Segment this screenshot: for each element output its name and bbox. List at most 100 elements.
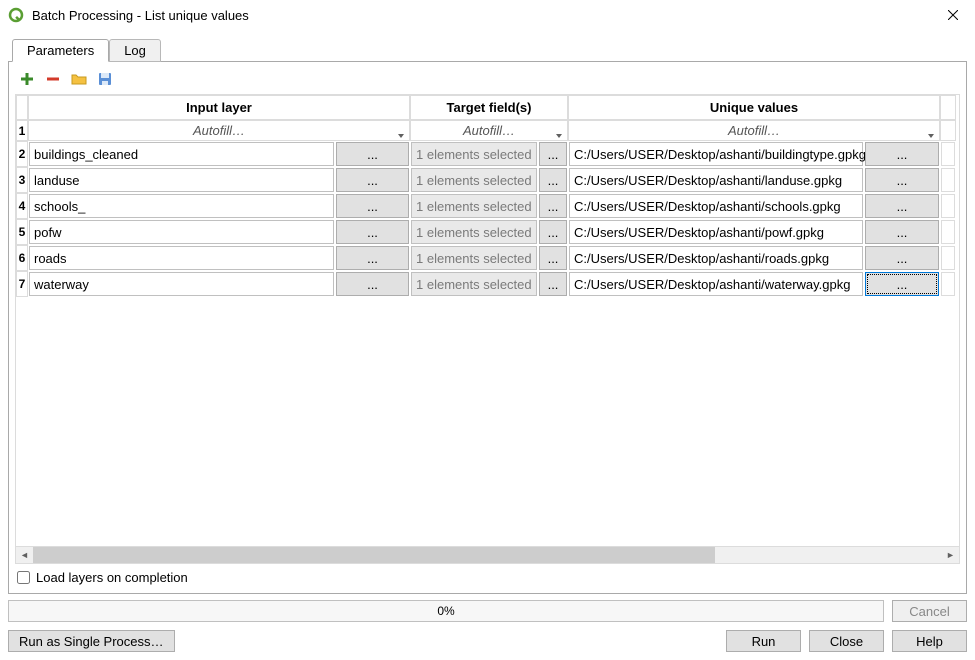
target-fields-cell: 1 elements selected — [411, 194, 537, 218]
row-end — [941, 272, 955, 296]
target-fields-cell: 1 elements selected — [411, 220, 537, 244]
unique-values-browse-button[interactable]: ... — [865, 220, 939, 244]
target-fields-browse-button[interactable]: ... — [539, 272, 567, 296]
tab-parameters[interactable]: Parameters — [12, 39, 109, 62]
load-layers-row: Load layers on completion — [15, 564, 960, 587]
bottom-area: 0% Cancel Run as Single Process… Run Clo… — [8, 594, 967, 652]
row-end — [941, 220, 955, 244]
row-number: 7 — [16, 271, 28, 297]
autofill-unique-values[interactable]: Autofill… — [568, 120, 940, 141]
target-fields-cell: 1 elements selected — [411, 246, 537, 270]
row-number: 3 — [16, 167, 28, 193]
row-number: 4 — [16, 193, 28, 219]
autofill-end — [940, 120, 956, 141]
autofill-input-layer[interactable]: Autofill… — [28, 120, 410, 141]
input-layer-browse-button[interactable]: ... — [336, 272, 409, 296]
unique-values-browse-button[interactable]: ... — [865, 168, 939, 192]
table-row: 3landuse...1 elements selected...C:/User… — [16, 167, 959, 193]
remove-row-button[interactable] — [43, 70, 63, 88]
unique-values-browse-button[interactable]: ... — [865, 142, 939, 166]
header-input-layer: Input layer — [28, 95, 410, 120]
unique-values-cell[interactable]: C:/Users/USER/Desktop/ashanti/roads.gpkg — [569, 246, 863, 270]
load-layers-label[interactable]: Load layers on completion — [36, 570, 188, 585]
scroll-left-button[interactable]: ◄ — [16, 547, 33, 563]
app-icon — [8, 7, 24, 23]
input-layer-cell[interactable]: waterway — [29, 272, 334, 296]
row-end — [941, 168, 955, 192]
run-single-process-button[interactable]: Run as Single Process… — [8, 630, 175, 652]
tab-bar: Parameters Log — [8, 38, 967, 61]
load-layers-checkbox[interactable] — [17, 571, 30, 584]
input-layer-cell[interactable]: roads — [29, 246, 334, 270]
row-end — [941, 194, 955, 218]
input-layer-browse-button[interactable]: ... — [336, 194, 409, 218]
target-fields-browse-button[interactable]: ... — [539, 220, 567, 244]
progress-row: 0% Cancel — [8, 600, 967, 630]
titlebar: Batch Processing - List unique values — [0, 0, 975, 30]
table-row: 5pofw...1 elements selected...C:/Users/U… — [16, 219, 959, 245]
scrollbar-track[interactable] — [33, 547, 942, 563]
target-fields-cell: 1 elements selected — [411, 168, 537, 192]
cancel-button: Cancel — [892, 600, 967, 622]
input-layer-browse-button[interactable]: ... — [336, 142, 409, 166]
target-fields-cell: 1 elements selected — [411, 142, 537, 166]
target-fields-browse-button[interactable]: ... — [539, 246, 567, 270]
input-layer-cell[interactable]: schools_ — [29, 194, 334, 218]
content-area: Parameters Log — [0, 30, 975, 660]
target-fields-cell: 1 elements selected — [411, 272, 537, 296]
table-header-row: Input layer Target field(s) Unique value… — [16, 95, 959, 120]
autofill-target-fields[interactable]: Autofill… — [410, 120, 568, 141]
batch-processing-window: Batch Processing - List unique values Pa… — [0, 0, 975, 660]
target-fields-browse-button[interactable]: ... — [539, 142, 567, 166]
input-layer-browse-button[interactable]: ... — [336, 168, 409, 192]
unique-values-browse-button[interactable]: ... — [865, 246, 939, 270]
table-body: 2buildings_cleaned...1 elements selected… — [16, 141, 959, 546]
unique-values-cell[interactable]: C:/Users/USER/Desktop/ashanti/schools.gp… — [569, 194, 863, 218]
tab-panel: Input layer Target field(s) Unique value… — [8, 61, 967, 594]
table-row: 7waterway...1 elements selected...C:/Use… — [16, 271, 959, 297]
target-fields-browse-button[interactable]: ... — [539, 194, 567, 218]
chevron-down-icon — [927, 128, 937, 138]
row-end — [941, 142, 955, 166]
row-number: 6 — [16, 245, 28, 271]
row-end — [941, 246, 955, 270]
table-row: 2buildings_cleaned...1 elements selected… — [16, 141, 959, 167]
window-title: Batch Processing - List unique values — [32, 8, 930, 23]
close-button[interactable]: Close — [809, 630, 884, 652]
chevron-down-icon — [397, 128, 407, 138]
window-close-button[interactable] — [930, 0, 975, 30]
horizontal-scrollbar[interactable]: ◄ ► — [16, 546, 959, 563]
unique-values-browse-button[interactable]: ... — [865, 194, 939, 218]
header-end — [940, 95, 956, 120]
scroll-right-button[interactable]: ► — [942, 547, 959, 563]
unique-values-cell[interactable]: C:/Users/USER/Desktop/ashanti/powf.gpkg — [569, 220, 863, 244]
input-layer-browse-button[interactable]: ... — [336, 220, 409, 244]
header-rownum — [16, 95, 28, 120]
input-layer-browse-button[interactable]: ... — [336, 246, 409, 270]
unique-values-cell[interactable]: C:/Users/USER/Desktop/ashanti/landuse.gp… — [569, 168, 863, 192]
toolbar — [15, 68, 960, 94]
table-row: 4schools_...1 elements selected...C:/Use… — [16, 193, 959, 219]
main-buttons: Run Close Help — [726, 630, 967, 652]
input-layer-cell[interactable]: pofw — [29, 220, 334, 244]
input-layer-cell[interactable]: landuse — [29, 168, 334, 192]
run-button[interactable]: Run — [726, 630, 801, 652]
chevron-down-icon — [555, 128, 565, 138]
tab-log[interactable]: Log — [109, 39, 161, 62]
unique-values-cell[interactable]: C:/Users/USER/Desktop/ashanti/buildingty… — [569, 142, 863, 166]
help-button[interactable]: Help — [892, 630, 967, 652]
target-fields-browse-button[interactable]: ... — [539, 168, 567, 192]
unique-values-cell[interactable]: C:/Users/USER/Desktop/ashanti/waterway.g… — [569, 272, 863, 296]
row-number: 5 — [16, 219, 28, 245]
add-row-button[interactable] — [17, 70, 37, 88]
progress-bar: 0% — [8, 600, 884, 622]
unique-values-browse-button[interactable]: ... — [865, 272, 939, 296]
open-folder-button[interactable] — [69, 70, 89, 88]
table-row: 6roads...1 elements selected...C:/Users/… — [16, 245, 959, 271]
scrollbar-thumb[interactable] — [33, 547, 715, 563]
footer-row: Run as Single Process… Run Close Help — [8, 630, 967, 652]
autofill-rownum: 1 — [16, 120, 28, 141]
input-layer-cell[interactable]: buildings_cleaned — [29, 142, 334, 166]
save-button[interactable] — [95, 70, 115, 88]
row-number: 2 — [16, 141, 28, 167]
